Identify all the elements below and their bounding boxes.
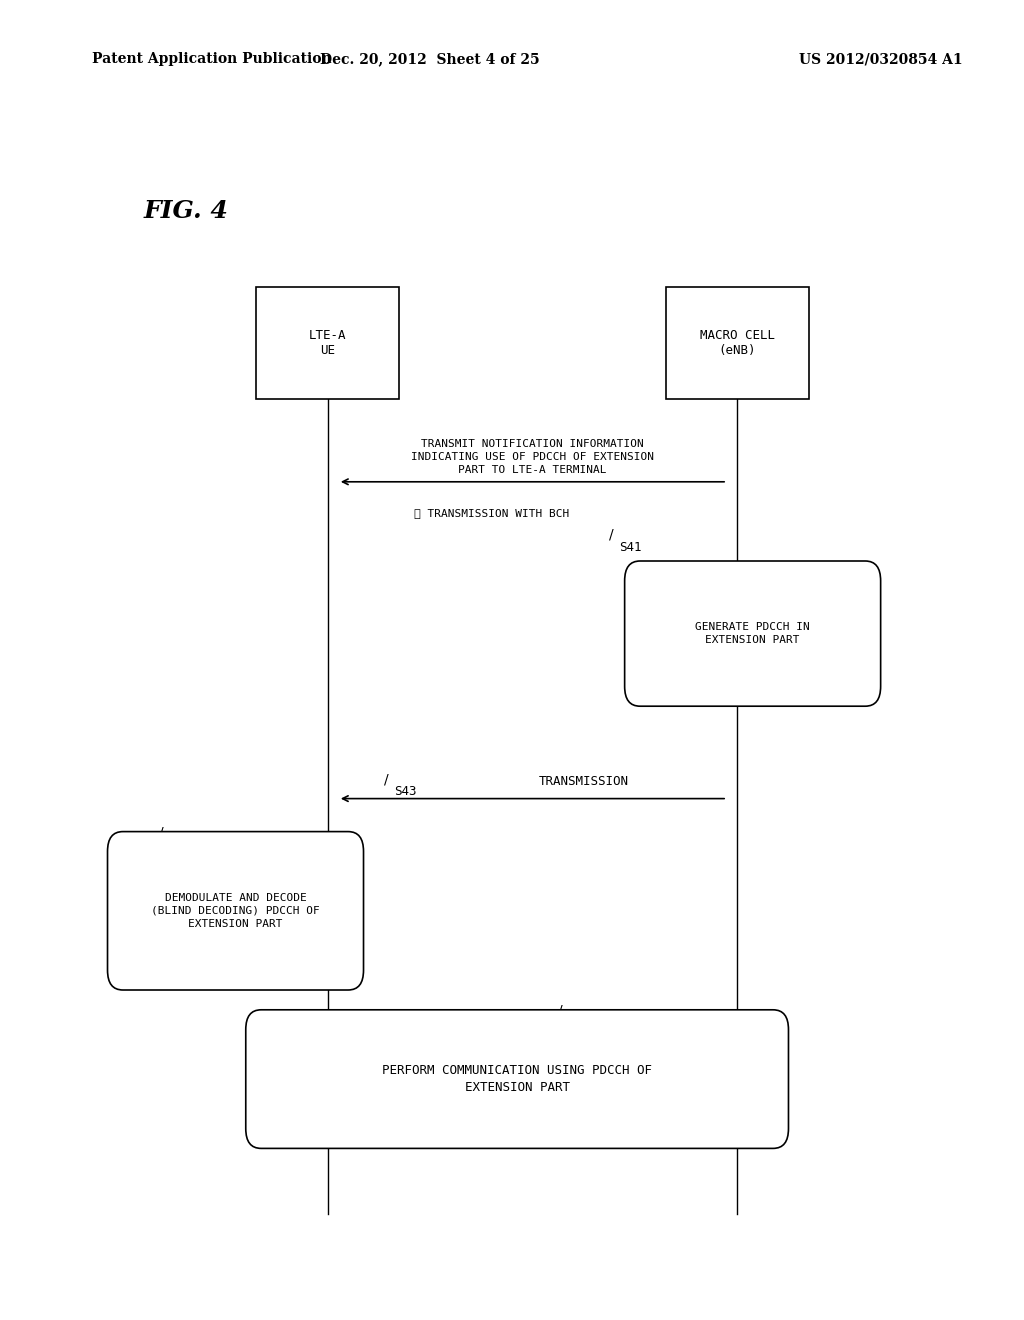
Text: FIG. 4: FIG. 4 xyxy=(143,199,228,223)
Text: S42: S42 xyxy=(840,574,862,587)
Text: /: / xyxy=(558,1003,563,1018)
Text: TRANSMIT NOTIFICATION INFORMATION
INDICATING USE OF PDCCH OF EXTENSION
PART TO L: TRANSMIT NOTIFICATION INFORMATION INDICA… xyxy=(411,438,654,475)
Text: S44: S44 xyxy=(169,838,191,851)
Text: PERFORM COMMUNICATION USING PDCCH OF
EXTENSION PART: PERFORM COMMUNICATION USING PDCCH OF EXT… xyxy=(382,1064,652,1094)
FancyBboxPatch shape xyxy=(256,288,399,399)
Text: DEMODULATE AND DECODE
(BLIND DECODING) PDCCH OF
EXTENSION PART: DEMODULATE AND DECODE (BLIND DECODING) P… xyxy=(152,892,319,929)
Text: ※ TRANSMISSION WITH BCH: ※ TRANSMISSION WITH BCH xyxy=(414,508,569,519)
Text: Patent Application Publication: Patent Application Publication xyxy=(92,53,332,66)
FancyBboxPatch shape xyxy=(246,1010,788,1148)
FancyBboxPatch shape xyxy=(625,561,881,706)
Text: US 2012/0320854 A1: US 2012/0320854 A1 xyxy=(799,53,963,66)
Text: S41: S41 xyxy=(620,541,642,554)
Text: TRANSMISSION: TRANSMISSION xyxy=(539,775,629,788)
Text: S45: S45 xyxy=(568,1016,591,1030)
Text: /: / xyxy=(384,772,389,787)
Text: GENERATE PDCCH IN
EXTENSION PART: GENERATE PDCCH IN EXTENSION PART xyxy=(695,622,810,645)
FancyBboxPatch shape xyxy=(666,288,809,399)
Text: /: / xyxy=(609,528,614,543)
FancyBboxPatch shape xyxy=(108,832,364,990)
Text: S43: S43 xyxy=(394,785,417,799)
Text: /: / xyxy=(159,825,164,840)
Text: Dec. 20, 2012  Sheet 4 of 25: Dec. 20, 2012 Sheet 4 of 25 xyxy=(321,53,540,66)
Text: LTE-A
UE: LTE-A UE xyxy=(309,329,346,358)
Text: /: / xyxy=(829,561,835,576)
Text: MACRO CELL
(eNB): MACRO CELL (eNB) xyxy=(699,329,775,358)
